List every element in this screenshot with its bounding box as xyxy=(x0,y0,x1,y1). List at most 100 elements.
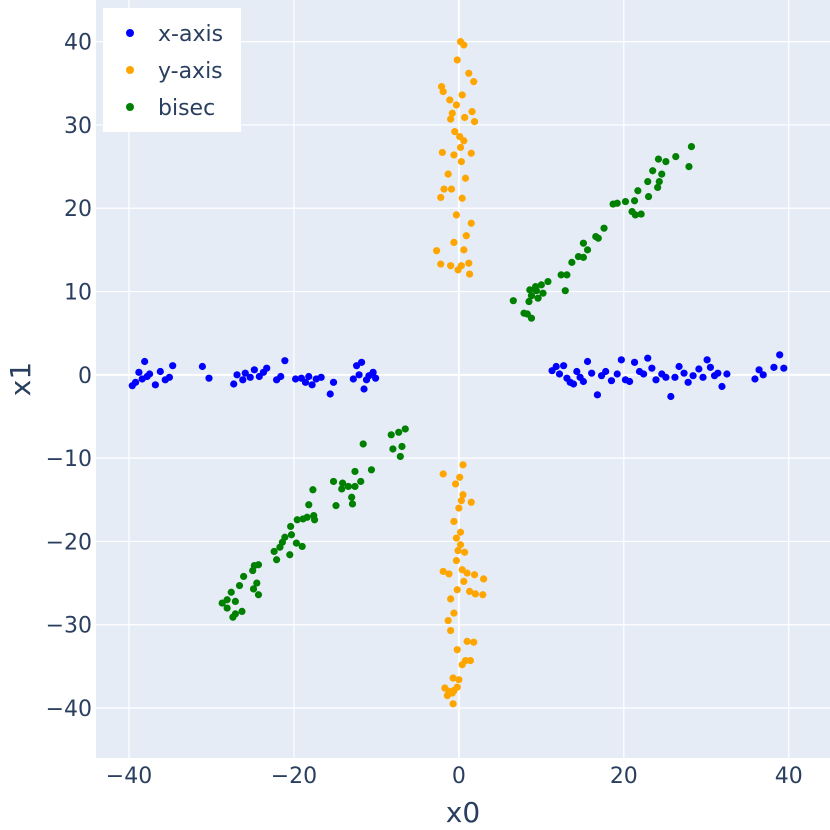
data-point xyxy=(630,197,639,205)
data-point xyxy=(479,591,487,599)
data-point xyxy=(395,428,403,436)
data-point xyxy=(465,587,474,596)
series-x-axis xyxy=(128,351,788,401)
data-point xyxy=(351,482,359,491)
data-point xyxy=(444,170,452,178)
data-point xyxy=(249,566,257,575)
data-point xyxy=(723,370,731,378)
data-point xyxy=(574,252,583,261)
data-point xyxy=(438,148,446,157)
data-point xyxy=(658,170,666,178)
data-point xyxy=(465,270,474,278)
data-point xyxy=(667,392,675,401)
data-point xyxy=(684,378,692,386)
data-point xyxy=(355,371,363,379)
data-point xyxy=(348,493,356,501)
data-point xyxy=(238,607,246,615)
data-point xyxy=(169,362,177,370)
data-point xyxy=(396,452,404,461)
data-point xyxy=(583,246,592,254)
data-point xyxy=(452,556,461,565)
data-point xyxy=(527,314,536,322)
data-point xyxy=(617,356,625,364)
data-point xyxy=(367,466,376,474)
data-point xyxy=(298,542,306,551)
data-point xyxy=(281,357,289,365)
data-point xyxy=(714,369,722,377)
data-point xyxy=(583,357,592,366)
data-point xyxy=(451,480,460,488)
data-point xyxy=(662,373,670,381)
data-point xyxy=(463,637,471,645)
data-point xyxy=(447,115,455,123)
data-point xyxy=(360,385,368,393)
data-point xyxy=(198,362,206,371)
data-point xyxy=(453,646,461,654)
data-point xyxy=(759,371,767,379)
legend-marker xyxy=(126,103,134,111)
data-point xyxy=(447,185,456,193)
legend-label: bisec xyxy=(158,96,215,121)
data-point xyxy=(654,183,662,192)
y-axis-title: x1 xyxy=(4,362,37,396)
data-point xyxy=(446,96,454,104)
data-point xyxy=(555,370,564,378)
data-point xyxy=(351,467,359,476)
data-point xyxy=(718,382,726,391)
data-point xyxy=(253,579,261,587)
data-point xyxy=(305,501,313,509)
data-point xyxy=(433,247,441,255)
y-tick-label: 0 xyxy=(78,364,92,389)
data-point xyxy=(455,676,463,684)
data-point xyxy=(460,137,468,145)
x-tick-label: −40 xyxy=(106,764,152,789)
data-point xyxy=(662,157,670,166)
x-tick-label: 20 xyxy=(610,764,638,789)
data-point xyxy=(458,194,466,202)
data-point xyxy=(151,381,159,389)
data-point xyxy=(456,541,465,549)
data-point xyxy=(588,369,596,377)
data-point xyxy=(459,491,467,499)
data-point xyxy=(644,192,653,201)
data-point xyxy=(301,378,310,386)
data-point xyxy=(573,367,581,376)
data-point xyxy=(437,260,445,268)
data-point xyxy=(625,377,634,386)
data-point xyxy=(448,689,456,697)
legend-marker xyxy=(126,29,134,37)
series-y-axis xyxy=(433,38,488,708)
data-point xyxy=(467,498,475,506)
legend-label: y-axis xyxy=(158,59,223,84)
data-point xyxy=(655,177,663,186)
data-point xyxy=(526,286,534,294)
data-point xyxy=(520,309,528,317)
data-point xyxy=(456,143,465,152)
data-point xyxy=(471,590,479,598)
data-point xyxy=(349,375,357,383)
data-point xyxy=(439,470,447,478)
y-tick-labels: −40 −30 −20 −10 0 10 20 30 40 xyxy=(46,31,92,722)
data-point xyxy=(630,358,639,366)
data-point xyxy=(455,504,463,512)
data-point xyxy=(309,486,317,494)
data-point xyxy=(371,374,380,382)
data-point xyxy=(649,167,657,175)
data-point xyxy=(240,572,248,581)
data-point xyxy=(369,368,377,376)
data-point xyxy=(445,570,453,578)
data-point xyxy=(310,516,319,524)
data-point xyxy=(470,638,478,646)
data-point xyxy=(389,445,397,453)
data-point xyxy=(462,232,470,240)
data-point xyxy=(460,41,468,49)
data-point xyxy=(532,287,541,295)
data-point xyxy=(460,246,468,254)
data-point xyxy=(223,604,231,612)
data-point xyxy=(270,547,278,556)
data-point xyxy=(146,370,154,378)
data-point xyxy=(131,378,140,386)
data-point xyxy=(450,517,458,526)
data-point xyxy=(332,502,340,510)
data-point xyxy=(527,292,536,300)
